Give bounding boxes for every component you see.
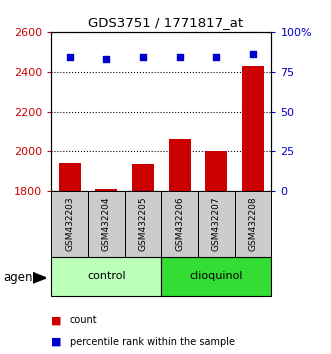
Polygon shape <box>33 273 46 283</box>
Text: GSM432203: GSM432203 <box>65 196 74 251</box>
Bar <box>132 164 154 191</box>
Bar <box>205 151 227 191</box>
Bar <box>161 191 198 257</box>
Text: GSM432205: GSM432205 <box>138 196 148 251</box>
Bar <box>242 66 264 191</box>
Text: GDS3751 / 1771817_at: GDS3751 / 1771817_at <box>88 16 243 29</box>
Point <box>67 55 72 60</box>
Point <box>177 55 182 60</box>
Bar <box>88 191 125 257</box>
Text: control: control <box>87 271 126 281</box>
Bar <box>125 191 161 257</box>
Bar <box>51 257 161 296</box>
Point <box>214 55 219 60</box>
Text: agent: agent <box>3 272 37 284</box>
Point <box>251 51 256 57</box>
Bar <box>59 163 81 191</box>
Point <box>104 56 109 62</box>
Text: GSM432206: GSM432206 <box>175 196 184 251</box>
Bar <box>95 189 117 191</box>
Text: count: count <box>70 315 97 325</box>
Bar <box>198 191 235 257</box>
Text: percentile rank within the sample: percentile rank within the sample <box>70 337 234 347</box>
Bar <box>235 191 271 257</box>
Text: GSM432207: GSM432207 <box>212 196 221 251</box>
Bar <box>169 139 191 191</box>
Bar <box>51 191 88 257</box>
Text: GSM432204: GSM432204 <box>102 197 111 251</box>
Text: GSM432208: GSM432208 <box>249 196 258 251</box>
Text: clioquinol: clioquinol <box>190 271 243 281</box>
Point <box>140 55 146 60</box>
Bar <box>161 257 271 296</box>
Text: ■: ■ <box>51 337 62 347</box>
Text: ■: ■ <box>51 315 62 325</box>
